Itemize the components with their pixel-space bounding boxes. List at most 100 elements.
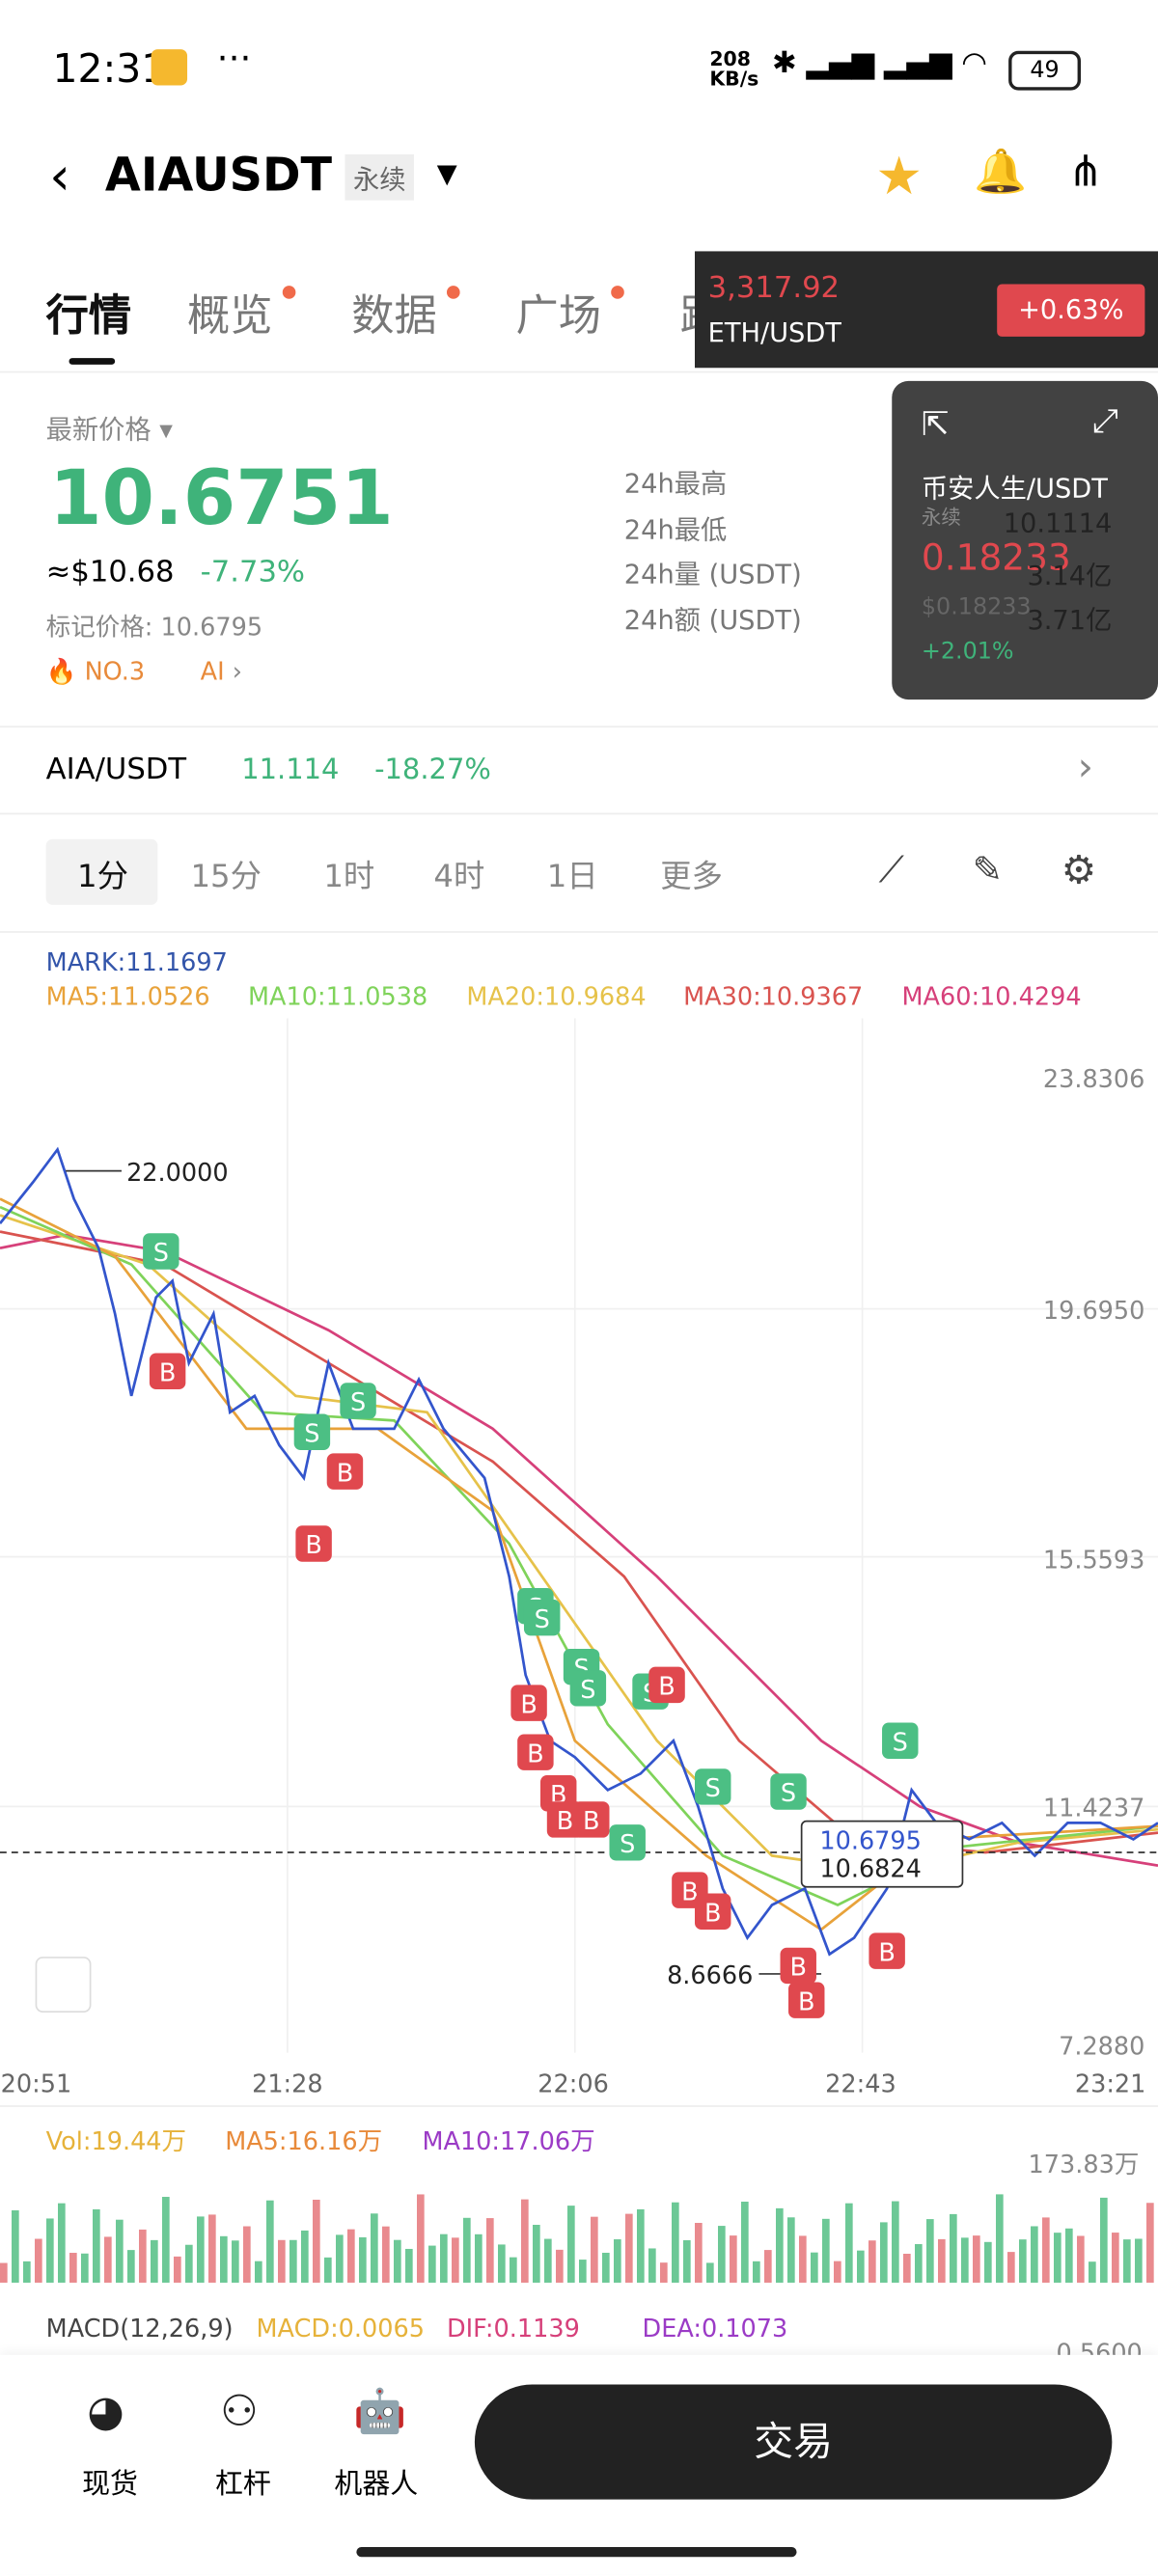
speed: 208 — [709, 47, 751, 71]
tab[interactable]: 数据 — [351, 291, 437, 343]
interval[interactable]: 15分 — [190, 859, 262, 895]
marker-label: B — [337, 1459, 354, 1488]
volume-bar — [961, 2237, 969, 2283]
high-label: 22.0000 — [126, 1159, 229, 1188]
volume-bar — [417, 2194, 425, 2283]
marker-badge — [149, 1353, 186, 1390]
marker-label: B — [798, 1987, 815, 2016]
panel-expand[interactable]: ⤢ — [1091, 400, 1119, 441]
marker-label: B — [583, 1807, 600, 1836]
marker-label: S — [304, 1419, 319, 1448]
signal-icons: ✱ ▂▄▆ ▂▄▆ ◠ — [772, 45, 988, 81]
price-label[interactable]: 最新价格 ▾ — [45, 413, 173, 446]
marker-badge — [517, 1734, 554, 1770]
nav-icon[interactable]: 🤖 — [352, 2387, 407, 2437]
indicator-tool[interactable]: ⟋ — [878, 850, 904, 892]
nav-label[interactable]: 现货 — [82, 2468, 138, 2502]
tab-dot — [611, 286, 624, 299]
volume-bar — [162, 2197, 170, 2283]
marker-badge — [882, 1722, 919, 1759]
volume-bar — [347, 2229, 355, 2283]
volume-bar — [174, 2256, 181, 2283]
interval[interactable]: 更多 — [660, 859, 723, 895]
alert[interactable]: 🔔 — [974, 148, 1028, 198]
favorite[interactable]: ★ — [875, 144, 924, 207]
volume-bar — [301, 2230, 309, 2283]
marker-label: B — [658, 1673, 676, 1702]
volume-bar — [903, 2253, 911, 2283]
draw-tool[interactable]: ✎ — [972, 850, 1004, 892]
volume-bar — [706, 2262, 714, 2283]
volume-bar — [290, 2239, 297, 2283]
volume-bar — [475, 2233, 482, 2283]
volume-bar — [324, 2257, 332, 2283]
marker-badge — [143, 1233, 179, 1270]
volume-bar — [868, 2240, 876, 2283]
back[interactable]: ‹ — [49, 144, 70, 207]
interval[interactable]: 4时 — [433, 859, 485, 895]
volume-bar — [753, 2261, 760, 2283]
marker-badge — [573, 1801, 610, 1838]
ticker-overlay[interactable]: 3,317.92 ETH/USDT +0.63% — [695, 251, 1158, 369]
dropdown[interactable]: ▼ — [436, 157, 457, 189]
contract-tag[interactable]: 永续 — [345, 154, 414, 201]
nav-icon[interactable]: ◕ — [87, 2387, 124, 2437]
volume-bar — [0, 2262, 8, 2283]
volume-bar — [151, 2239, 158, 2283]
nav-icon[interactable]: ⚇ — [220, 2387, 259, 2437]
interval[interactable]: 1时 — [323, 859, 375, 895]
time-axis-label: 22:06 — [538, 2070, 609, 2099]
spot-price: 11.114 — [241, 754, 340, 787]
volume-bar — [718, 2226, 726, 2283]
tab-dot — [282, 286, 296, 299]
panel-icon[interactable]: ⇱ — [921, 403, 950, 444]
volume-bar — [1042, 2217, 1050, 2283]
nav-label[interactable]: 杠杆 — [214, 2468, 271, 2502]
panel-change: +2.01% — [921, 639, 1014, 666]
volume-bar — [892, 2201, 899, 2283]
macd-value: MACD:0.0065 — [256, 2314, 426, 2343]
float-panel[interactable]: ⇱ ⤢ 币安人生/USDT 永续 0.18233 $0.18233 +2.01% — [892, 380, 1158, 700]
price-axis-label: 7.2880 — [1059, 2032, 1144, 2061]
volume-bar — [602, 2252, 610, 2283]
interval[interactable]: 1分 — [77, 859, 128, 895]
volume-bar — [278, 2239, 286, 2283]
stat-label: 24h额 (USDT) — [623, 603, 802, 635]
price-axis-label: 19.6950 — [1043, 1297, 1145, 1326]
interval[interactable]: 1日 — [546, 859, 598, 895]
marker-label: B — [681, 1877, 699, 1906]
marker-badge — [695, 1768, 731, 1805]
ma-value: MA10:11.0538 — [248, 981, 428, 1012]
price-box[interactable] — [800, 1820, 964, 1888]
rank[interactable]: 🔥 NO.3 — [45, 656, 146, 687]
ma-value: MA30:10.9367 — [683, 981, 864, 1012]
trade-button[interactable]: 交易 — [474, 2384, 1113, 2500]
volume-bar — [695, 2223, 703, 2283]
time-axis-label: 23:21 — [1075, 2070, 1146, 2099]
volume-bar — [648, 2248, 656, 2283]
macd-dea: DEA:0.1073 — [642, 2314, 788, 2343]
tab[interactable]: 行情 — [45, 291, 132, 343]
grid — [0, 1018, 1158, 2053]
price-axis-label: 23.8306 — [1043, 1065, 1145, 1094]
volume-bar — [440, 2233, 448, 2283]
home-indicator — [356, 2547, 797, 2558]
volume-bar — [208, 2214, 216, 2283]
volume-bars — [0, 2194, 1154, 2283]
spot-row[interactable]: AIA/USDT 11.114 -18.27% › — [0, 726, 1158, 815]
nav-label[interactable]: 机器人 — [334, 2468, 419, 2502]
last-price: 10.6751 — [49, 452, 394, 542]
sector[interactable]: AI › — [200, 656, 243, 687]
fullscreen[interactable] — [35, 1957, 92, 2013]
volume-bar — [683, 2239, 691, 2283]
volume-bar — [996, 2194, 1004, 2283]
tab[interactable]: 广场 — [515, 291, 602, 343]
macd-title: MACD(12,26,9) — [45, 2314, 234, 2343]
volume-bar — [463, 2217, 471, 2283]
share[interactable]: ⋔ — [1067, 148, 1104, 198]
marker-label: S — [350, 1388, 366, 1417]
volume-bar — [1146, 2203, 1154, 2283]
vol-ma5: MA5:16.16万 — [225, 2126, 383, 2156]
tab[interactable]: 概览 — [187, 291, 273, 343]
settings[interactable]: ⚙ — [1061, 847, 1097, 893]
